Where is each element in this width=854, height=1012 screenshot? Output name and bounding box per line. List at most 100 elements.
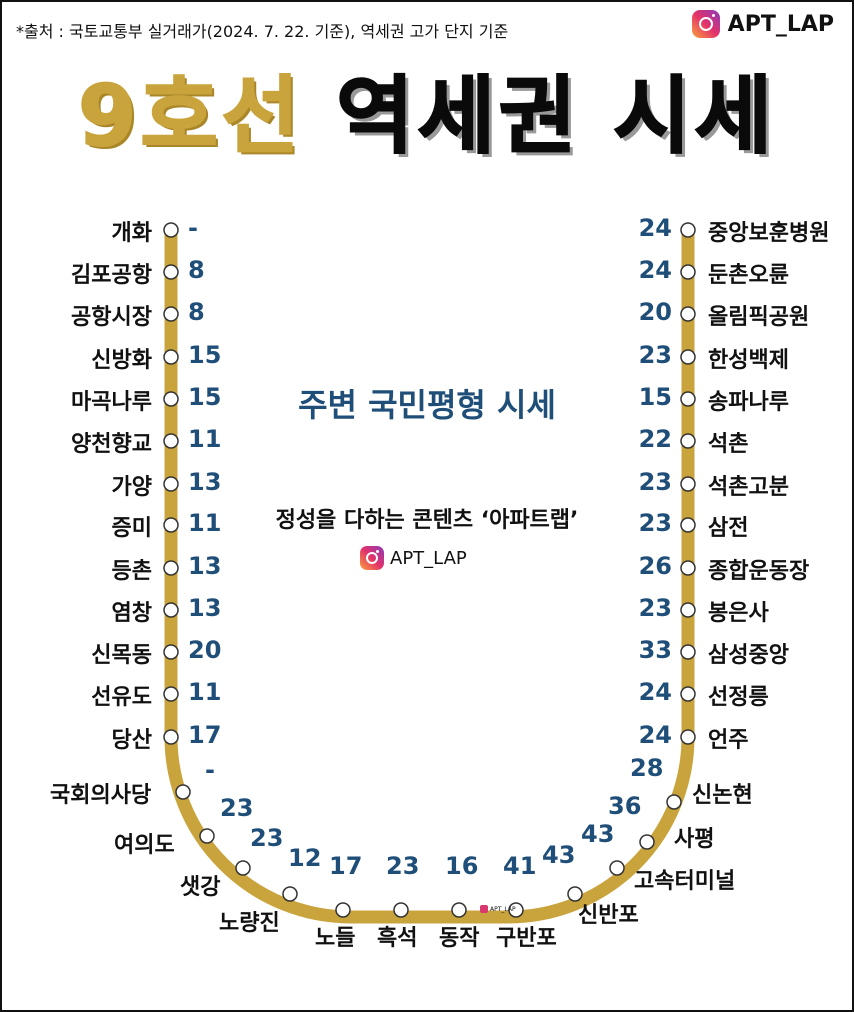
station-dot (163, 602, 179, 618)
station-dot (680, 602, 696, 618)
station-dot (639, 834, 655, 850)
station-dot (680, 264, 696, 280)
station-price: 33 (638, 636, 672, 664)
station-price: 17 (188, 721, 222, 749)
station-price: 11 (188, 425, 222, 453)
station-price: 23 (386, 852, 420, 880)
station-name: 증미 (111, 516, 152, 541)
station-name: 염창 (111, 601, 152, 626)
station-price: 23 (638, 341, 672, 369)
tagline: 정성을 다하는 콘텐츠 ‘아파트랩’ (275, 508, 579, 533)
station-price: 28 (630, 754, 664, 782)
station-name: 김포공항 (71, 263, 152, 288)
station-name: 사평 (674, 827, 715, 852)
station-price: 16 (445, 852, 479, 880)
station-price: 23 (638, 509, 672, 537)
station-dot (163, 476, 179, 492)
watermark-text: APT_LAP (490, 905, 516, 913)
station-price: 11 (188, 509, 222, 537)
source-note: *출처 : 국토교통부 실거래가(2024. 7. 22. 기준), 역세권 고… (16, 22, 509, 41)
station-name: 종합운동장 (708, 559, 810, 584)
station-name: 노량진 (219, 911, 280, 936)
station-price: 13 (188, 594, 222, 622)
station-dot (163, 560, 179, 576)
station-dot (680, 560, 696, 576)
instagram-icon (691, 10, 720, 38)
station-name: 삼성중앙 (708, 643, 789, 668)
station-dot (163, 729, 179, 745)
brand-header: APT_LAP (691, 10, 834, 38)
station-name: 삼전 (708, 516, 749, 541)
station-name: 샛강 (180, 875, 221, 900)
station-dot (680, 222, 696, 238)
station-price: 24 (638, 721, 672, 749)
station-dot (163, 686, 179, 702)
station-price: 24 (638, 214, 672, 242)
station-dot (393, 902, 409, 918)
station-name: 둔촌오륜 (708, 263, 789, 288)
station-name: 국회의사당 (50, 783, 152, 808)
station-name: 봉은사 (708, 601, 769, 626)
station-name: 공항시장 (71, 305, 152, 330)
track-line (164, 228, 695, 924)
station-price: - (188, 214, 198, 242)
station-dot (282, 886, 298, 902)
station-price: 23 (638, 468, 672, 496)
brand-name: APT_LAP (390, 547, 467, 569)
station-name: 선정릉 (708, 685, 769, 710)
station-price: 43 (581, 820, 615, 848)
station-name: 송파나루 (708, 390, 789, 415)
station-price: 20 (188, 636, 222, 664)
station-price: 13 (188, 552, 222, 580)
station-dot (451, 902, 467, 918)
station-name: 언주 (708, 728, 749, 753)
station-dot (163, 391, 179, 407)
station-dot (680, 644, 696, 660)
station-name: 개화 (111, 221, 152, 246)
station-dot (175, 784, 191, 800)
station-name: 석촌고분 (708, 475, 789, 500)
instagram-icon (360, 546, 384, 570)
station-price: 23 (250, 824, 284, 852)
station-name: 등촌 (111, 559, 152, 584)
station-price: 22 (638, 425, 672, 453)
station-price: 13 (188, 468, 222, 496)
station-price: 12 (288, 844, 322, 872)
station-price: 15 (638, 383, 672, 411)
brand-badge: APT_LAP (360, 546, 467, 570)
station-dot (163, 349, 179, 365)
station-name: 한성백제 (708, 348, 789, 373)
station-dot (567, 886, 583, 902)
station-dot (680, 686, 696, 702)
station-price: - (205, 756, 215, 784)
station-dot (666, 794, 682, 810)
station-name: 여의도 (114, 833, 175, 858)
station-name: 동작 (439, 926, 480, 951)
station-price: 23 (638, 594, 672, 622)
station-name: 가양 (111, 475, 152, 500)
station-price: 8 (188, 298, 205, 326)
station-dot (609, 860, 625, 876)
station-name: 흑석 (377, 926, 418, 951)
station-dot (163, 644, 179, 660)
station-name: 석촌 (708, 432, 749, 457)
station-dot (163, 306, 179, 322)
track-watermark: APT_LAP (480, 905, 516, 913)
station-dot (680, 391, 696, 407)
station-name: 신논현 (692, 783, 753, 808)
station-price: 11 (188, 678, 222, 706)
station-name: 신반포 (578, 903, 639, 928)
station-name: 구반포 (496, 926, 557, 951)
station-dot (680, 306, 696, 322)
station-price: 15 (188, 383, 222, 411)
station-dot (163, 433, 179, 449)
station-name: 신목동 (91, 643, 152, 668)
station-name: 노들 (315, 926, 356, 951)
station-price: 24 (638, 256, 672, 284)
station-price: 36 (608, 792, 642, 820)
station-dot (680, 476, 696, 492)
subtitle: 주변 국민평형 시세 (298, 386, 556, 424)
station-price: 23 (220, 794, 254, 822)
